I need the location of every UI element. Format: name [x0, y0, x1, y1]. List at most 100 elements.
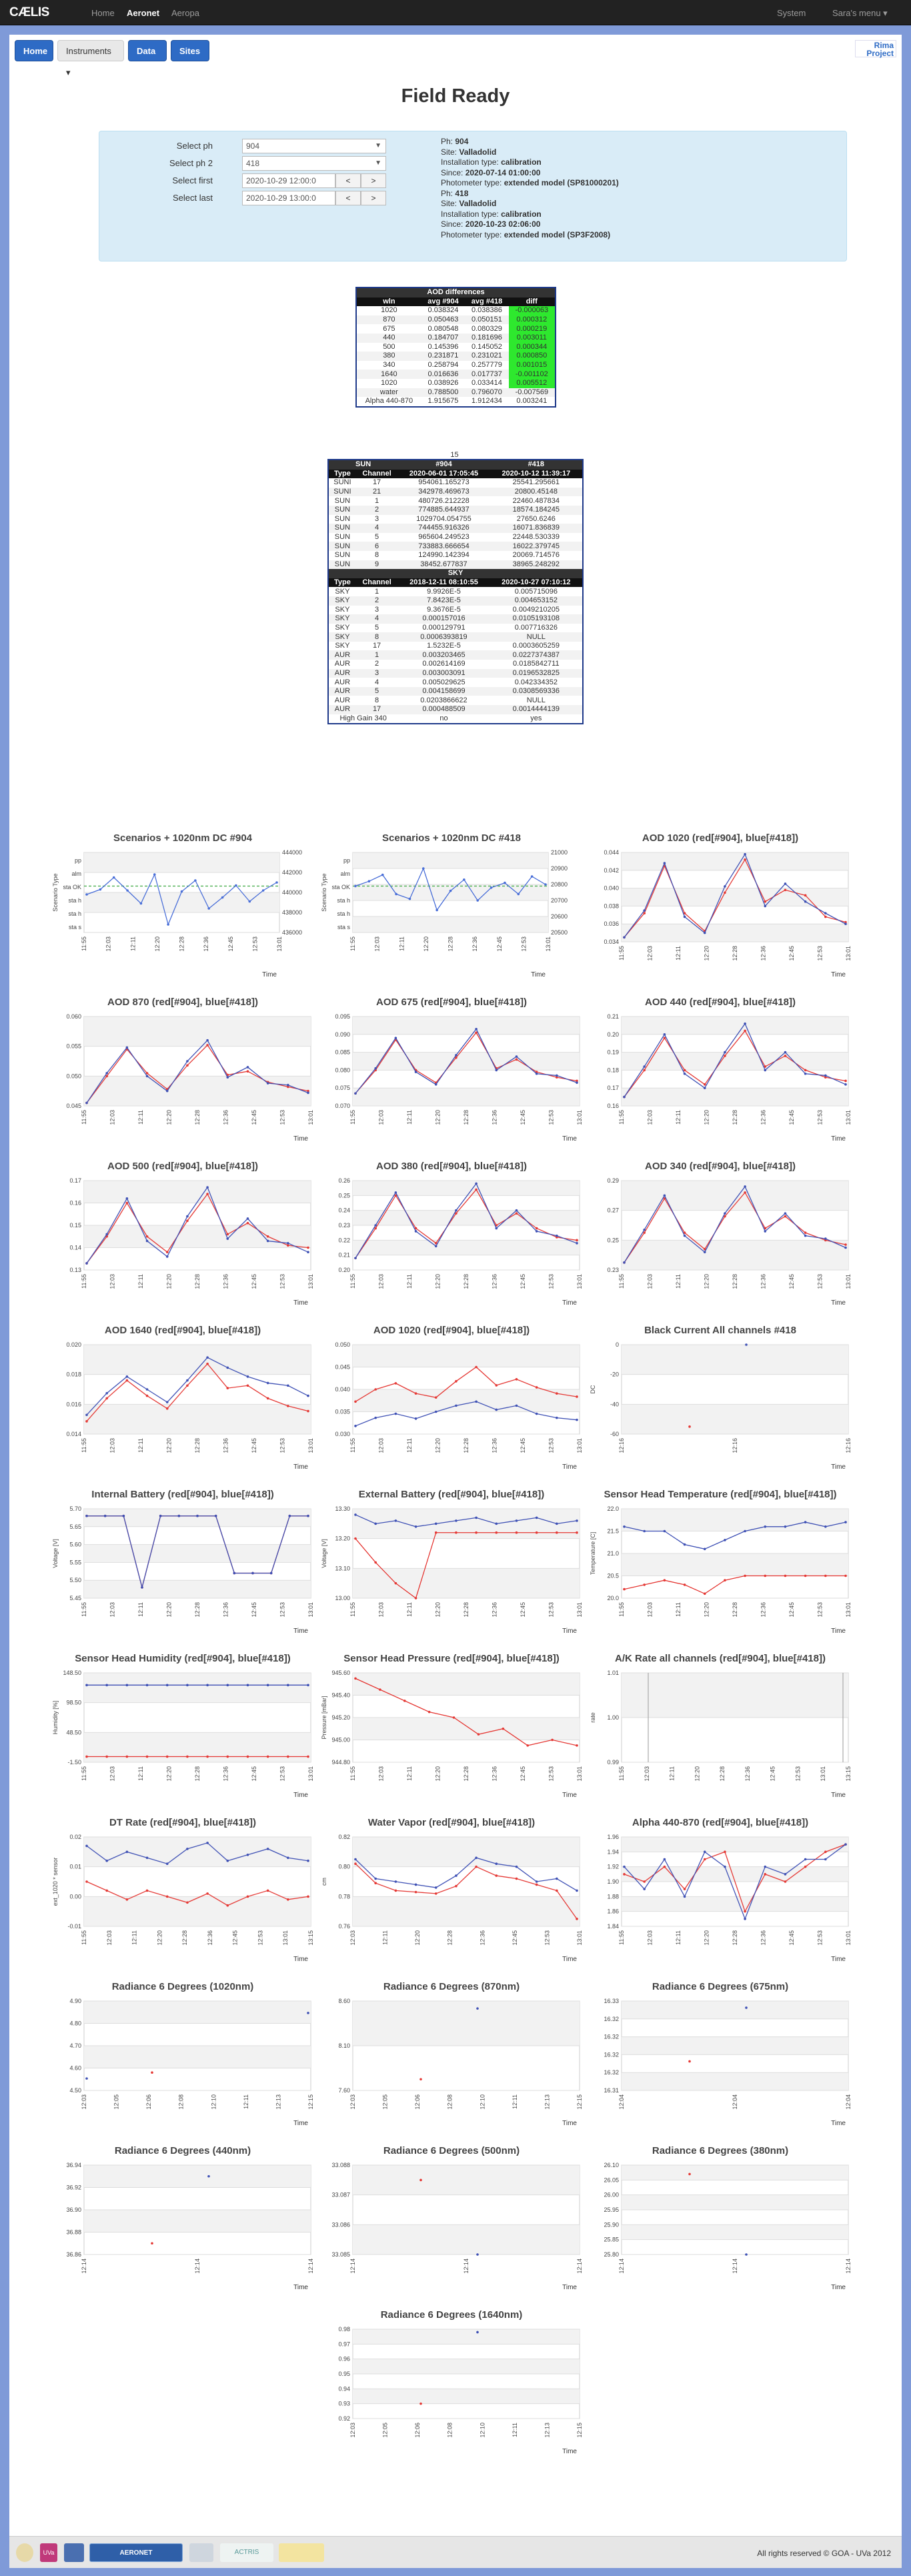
data-point	[643, 1888, 646, 1890]
y-tick-label: 440000	[282, 889, 302, 896]
x-tick-label: 12:03	[374, 936, 381, 952]
y-tick-label: 0.020	[66, 1341, 81, 1348]
table-cell: 0.0006393819	[397, 632, 490, 642]
data-point	[455, 1531, 458, 1534]
table-cell: 5	[375, 623, 379, 632]
y-tick-label: 0.050	[335, 1341, 350, 1348]
x-tick-label: 12:53	[544, 1930, 550, 1946]
y-tick-label: 0.060	[66, 1013, 81, 1020]
first-next-button[interactable]: >	[361, 173, 386, 188]
x-tick-label: 12:13	[544, 2094, 550, 2110]
x-tick-label: 12:11	[406, 1602, 413, 1617]
goa-logo[interactable]	[16, 2543, 33, 2562]
x-tick-label: 12:14	[81, 2259, 87, 2274]
grid-band	[353, 1896, 580, 1926]
pmo-logo[interactable]	[64, 2543, 84, 2562]
data-point	[515, 1209, 518, 1212]
grid-band	[353, 2329, 580, 2345]
nav-aeronet[interactable]: Aeronet	[127, 8, 160, 18]
nav-aeropa[interactable]: Aeropa	[171, 8, 199, 18]
table-cell: 8	[375, 551, 379, 560]
x-tick-label: 12:36	[203, 936, 209, 952]
data-point	[434, 1242, 437, 1245]
chart-8: AOD 340 (red[#904], blue[#418]) 0.29 0.27 0…	[587, 1161, 854, 1307]
data-point	[354, 1257, 357, 1259]
y-tick-label: 22.0	[607, 1505, 619, 1512]
table-cell: 1640	[357, 370, 421, 379]
data-point	[455, 1874, 458, 1877]
data-point	[434, 1245, 437, 1248]
x-tick-label: 12:06	[414, 2423, 421, 2438]
table-cell: 1.912434	[472, 397, 502, 406]
input-first-date[interactable]: 2020-10-29 12:00:0	[242, 173, 335, 188]
data-point	[683, 912, 686, 914]
data-point	[688, 2172, 691, 2176]
last-prev-button[interactable]: <	[335, 191, 361, 205]
data-point	[145, 1684, 149, 1687]
data-point	[495, 1522, 498, 1525]
data-point	[804, 1521, 807, 1523]
y-tick-label: 0.030	[335, 1431, 350, 1437]
y-tick-label: 0.82	[338, 1834, 350, 1840]
nav-user-menu[interactable]: Sara's menu ▾	[832, 8, 888, 18]
data-point	[515, 1865, 518, 1868]
top-navbar: CÆLIS Home Aeronet Aeropa System Sara's …	[0, 0, 911, 25]
x-tick-label: 12:11	[669, 1766, 676, 1781]
data-point	[145, 1072, 149, 1075]
data-point	[287, 1755, 289, 1758]
x-tick-label: 12:11	[512, 2094, 518, 2109]
select-ph2[interactable]: 418 ▼	[242, 156, 386, 171]
table-cell: 4	[375, 678, 379, 686]
category-label: alm	[71, 870, 81, 877]
table-cell: SUN	[334, 514, 351, 523]
data-point	[374, 1224, 377, 1227]
data-point	[643, 912, 646, 914]
table-row: AUR 1 0.003203465 0.0227374387	[329, 650, 582, 660]
data-point	[435, 908, 438, 912]
x-tick-label: 12:11	[137, 1274, 144, 1289]
tab-home[interactable]: Home	[15, 40, 53, 61]
grid-band	[622, 2001, 848, 2019]
y-tick-label: 0.76	[338, 1923, 350, 1930]
data-point	[683, 1072, 686, 1075]
x-tick-label: 13:01	[307, 1438, 314, 1453]
nav-home[interactable]: Home	[91, 8, 115, 18]
brand-logo[interactable]: CÆLIS	[9, 5, 49, 19]
tab-sites[interactable]: Sites	[171, 40, 209, 61]
aeronet-logo[interactable]: AERONET	[89, 2543, 183, 2562]
nav-system[interactable]: System	[777, 8, 806, 18]
x-axis-label: Time	[262, 971, 277, 979]
x-tick-label: 13:01	[276, 936, 283, 952]
x-tick-label: 11:55	[349, 1602, 356, 1617]
partner-logo[interactable]	[189, 2543, 213, 2562]
first-prev-button[interactable]: <	[335, 173, 361, 188]
data-point	[495, 1227, 498, 1230]
data-point	[744, 1029, 746, 1033]
gobierno-logo[interactable]	[279, 2543, 324, 2562]
actris-logo[interactable]: ACTRIS	[220, 2543, 273, 2562]
table-cell: 0.016636	[421, 370, 466, 379]
rima-project-logo[interactable]: Rima Project	[855, 40, 896, 57]
table-row: AUR 8 0.0203866622 NULL	[329, 696, 582, 705]
footer: UVa AERONET ACTRIS All rights reserved ©…	[9, 2536, 902, 2568]
data-point	[85, 1684, 88, 1687]
x-tick-label: 13:01	[545, 936, 552, 952]
tab-instruments[interactable]: Instruments ▾	[57, 40, 124, 77]
uva-logo[interactable]: UVa	[40, 2543, 57, 2562]
y-tick-label: 20800	[551, 881, 568, 888]
series-line-1	[624, 1023, 846, 1097]
table-cell: 965604.249523	[418, 533, 470, 542]
x-axis-label: Time	[293, 2284, 308, 2291]
y-tick-label: 0.018	[66, 1371, 81, 1378]
data-point	[703, 1087, 706, 1089]
input-last-date[interactable]: 2020-10-29 13:00:0	[242, 191, 335, 205]
last-next-button[interactable]: >	[361, 191, 386, 205]
data-point	[186, 1384, 189, 1387]
series-line-0	[624, 1191, 846, 1263]
data-point	[824, 1076, 827, 1079]
x-tick-label: 12:20	[704, 946, 710, 961]
tab-data[interactable]: Data	[128, 40, 167, 61]
table-cell: 20800.45148	[490, 487, 582, 497]
table-cell: 0.796070	[465, 388, 509, 398]
select-ph[interactable]: 904 ▼	[242, 139, 386, 153]
